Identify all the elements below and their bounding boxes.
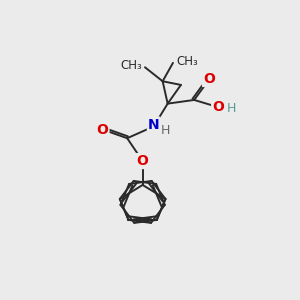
Text: N: N — [148, 118, 160, 132]
Text: CH₃: CH₃ — [120, 59, 142, 72]
Text: O: O — [137, 154, 148, 168]
Text: O: O — [212, 100, 224, 114]
Text: H: H — [227, 101, 236, 115]
Text: O: O — [203, 72, 215, 86]
Text: CH₃: CH₃ — [176, 55, 198, 68]
Text: O: O — [97, 123, 109, 137]
Text: H: H — [161, 124, 170, 137]
